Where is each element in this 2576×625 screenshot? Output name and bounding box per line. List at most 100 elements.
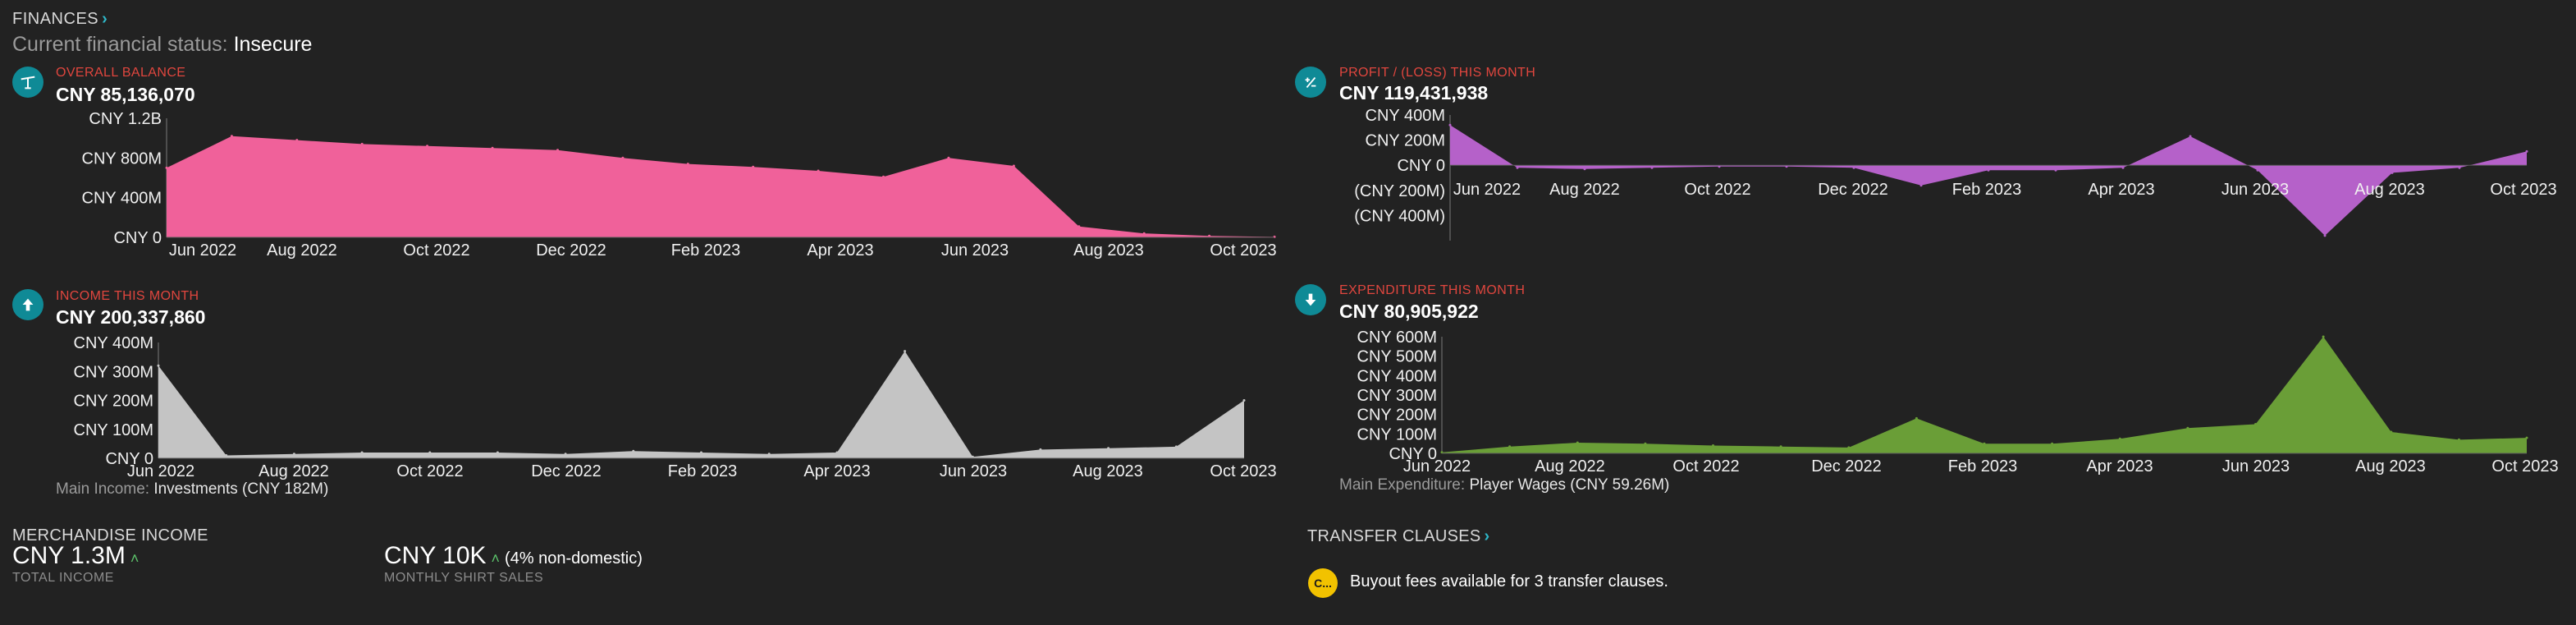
merchandise-total-caption: TOTAL INCOME	[12, 571, 114, 585]
expenditure-point	[1508, 445, 1512, 448]
expenditure-y-tick-label: CNY 300M	[1357, 387, 1437, 405]
expenditure-x-tick-label: Jun 2022	[1403, 457, 1471, 476]
income-x-tick-label: Feb 2023	[668, 462, 738, 480]
balance-y-tick-label: CNY 0	[113, 229, 162, 247]
status-value: Insecure	[233, 33, 313, 56]
balance-point	[491, 146, 494, 149]
shirt-sales: CNY 10K ˄ (4% non-domestic)	[384, 542, 643, 570]
finances-link[interactable]: FINANCES ›	[12, 10, 108, 29]
income-point	[1107, 447, 1110, 450]
balance-y-tick-label: CNY 800M	[82, 149, 162, 168]
balance-point	[360, 142, 364, 145]
finances-link-label[interactable]: FINANCES	[12, 10, 99, 28]
income-y-tick-label: CNY 100M	[74, 421, 153, 439]
profit-y-tick-label: CNY 400M	[1366, 107, 1445, 125]
expenditure-y-tick-label: CNY 400M	[1357, 367, 1437, 385]
balance-point	[752, 165, 755, 168]
income-point	[767, 453, 771, 456]
expenditure-y-tick-label: CNY 600M	[1357, 329, 1437, 347]
balance-point	[947, 156, 950, 159]
expenditure-point	[2390, 430, 2393, 434]
income-point	[1174, 445, 1178, 448]
expenditure-point	[1779, 445, 1782, 448]
status-label: Current financial status:	[12, 33, 228, 56]
clause-icon[interactable]: C...	[1308, 568, 1338, 598]
balance-x-tick-label: Aug 2023	[1073, 241, 1144, 260]
expenditure-point	[2525, 436, 2528, 439]
expenditure-point	[1915, 416, 1918, 420]
balance-x-tick-label: Feb 2023	[671, 241, 741, 260]
balance-point	[426, 145, 429, 148]
income-x-tick-label: Apr 2023	[803, 462, 870, 480]
income-x-tick-label: Dec 2022	[531, 462, 602, 480]
balance-point	[1078, 225, 1081, 228]
profit-x-tick-label: Jun 2022	[1453, 181, 1521, 199]
expenditure-label: EXPENDITURE THIS MONTH	[1339, 283, 1526, 297]
balance-y-tick-label: CNY 1.2B	[89, 110, 162, 128]
transfer-clauses-link[interactable]: TRANSFER CLAUSES ›	[1307, 527, 1489, 546]
scale-icon	[12, 67, 43, 98]
balance-x-tick-label: Dec 2022	[536, 241, 606, 260]
balance-point	[1012, 164, 1015, 168]
income-point	[564, 453, 567, 456]
balance-point	[556, 149, 559, 152]
profit-point	[2525, 149, 2528, 153]
expenditure-x-tick-label: Jun 2023	[2222, 457, 2290, 476]
main-income-label: Main Income:	[56, 480, 150, 498]
income-point	[428, 451, 432, 454]
main-income: Main Income: Investments (CNY 182M)	[56, 480, 328, 499]
income-point	[632, 449, 635, 453]
income-point	[700, 451, 702, 454]
balance-point	[295, 139, 299, 142]
chevron-right-icon: ›	[102, 10, 108, 28]
profit-x-tick-label: Dec 2022	[1818, 181, 1888, 199]
main-expenditure: Main Expenditure: Player Wages (CNY 59.2…	[1339, 476, 1669, 494]
transfer-clause-text: Buyout fees available for 3 transfer cla…	[1350, 572, 1668, 591]
income-x-tick-label: Oct 2022	[396, 462, 463, 480]
balance-x-tick-label: Oct 2022	[403, 241, 469, 260]
expenditure-point	[2322, 335, 2325, 338]
income-point	[1039, 448, 1042, 451]
balance-x-tick-label: Oct 2023	[1210, 241, 1276, 260]
income-x-tick-label: Oct 2023	[1210, 462, 1276, 480]
trend-up-icon: ˄	[130, 550, 140, 567]
merchandise-total-value: CNY 1.3M	[12, 542, 126, 569]
balance-label: OVERALL BALANCE	[56, 66, 186, 80]
profit-point	[2458, 166, 2461, 169]
profit-y-tick-label: CNY 0	[1397, 157, 1445, 175]
profit-x-tick-label: Oct 2023	[2490, 181, 2556, 199]
profit-point	[2054, 168, 2057, 172]
profit-point	[2391, 171, 2394, 174]
profit-point	[1718, 165, 1721, 168]
balance-value: CNY 85,136,070	[56, 84, 195, 105]
expenditure-point	[2118, 437, 2121, 440]
profit-x-tick-label: Aug 2022	[1549, 181, 1620, 199]
expenditure-point	[2186, 426, 2189, 430]
expenditure-point	[2051, 442, 2054, 445]
income-point	[292, 453, 295, 456]
main-expenditure-label: Main Expenditure:	[1339, 476, 1466, 494]
income-point	[225, 454, 228, 457]
income-label: INCOME THIS MONTH	[56, 289, 199, 303]
expenditure-y-tick-label: CNY 0	[1389, 445, 1437, 463]
profit-value: CNY 119,431,938	[1339, 82, 1489, 103]
income-x-tick-label: Jun 2023	[940, 462, 1007, 480]
balance-point	[686, 163, 689, 166]
arrow-down-icon	[1295, 284, 1326, 315]
expenditure-x-tick-label: Dec 2022	[1811, 457, 1882, 476]
profit-x-tick-label: Apr 2023	[2088, 181, 2154, 199]
expenditure-point	[2254, 423, 2257, 425]
income-y-tick-label: CNY 300M	[74, 363, 153, 381]
transfer-clauses-label[interactable]: TRANSFER CLAUSES	[1307, 527, 1481, 545]
balance-point	[1142, 232, 1146, 235]
balance-point	[882, 175, 885, 178]
profit-point	[1448, 123, 1452, 126]
merchandise-title: MERCHANDISE INCOME	[12, 526, 208, 545]
balance-point	[621, 156, 625, 159]
main-expenditure-value: Player Wages (CNY 59.26M)	[1469, 476, 1670, 494]
expenditure-point	[1440, 451, 1444, 454]
balance-point	[230, 135, 233, 138]
balance-y-tick-label: CNY 400M	[82, 190, 162, 208]
profit-point	[1919, 184, 1923, 187]
